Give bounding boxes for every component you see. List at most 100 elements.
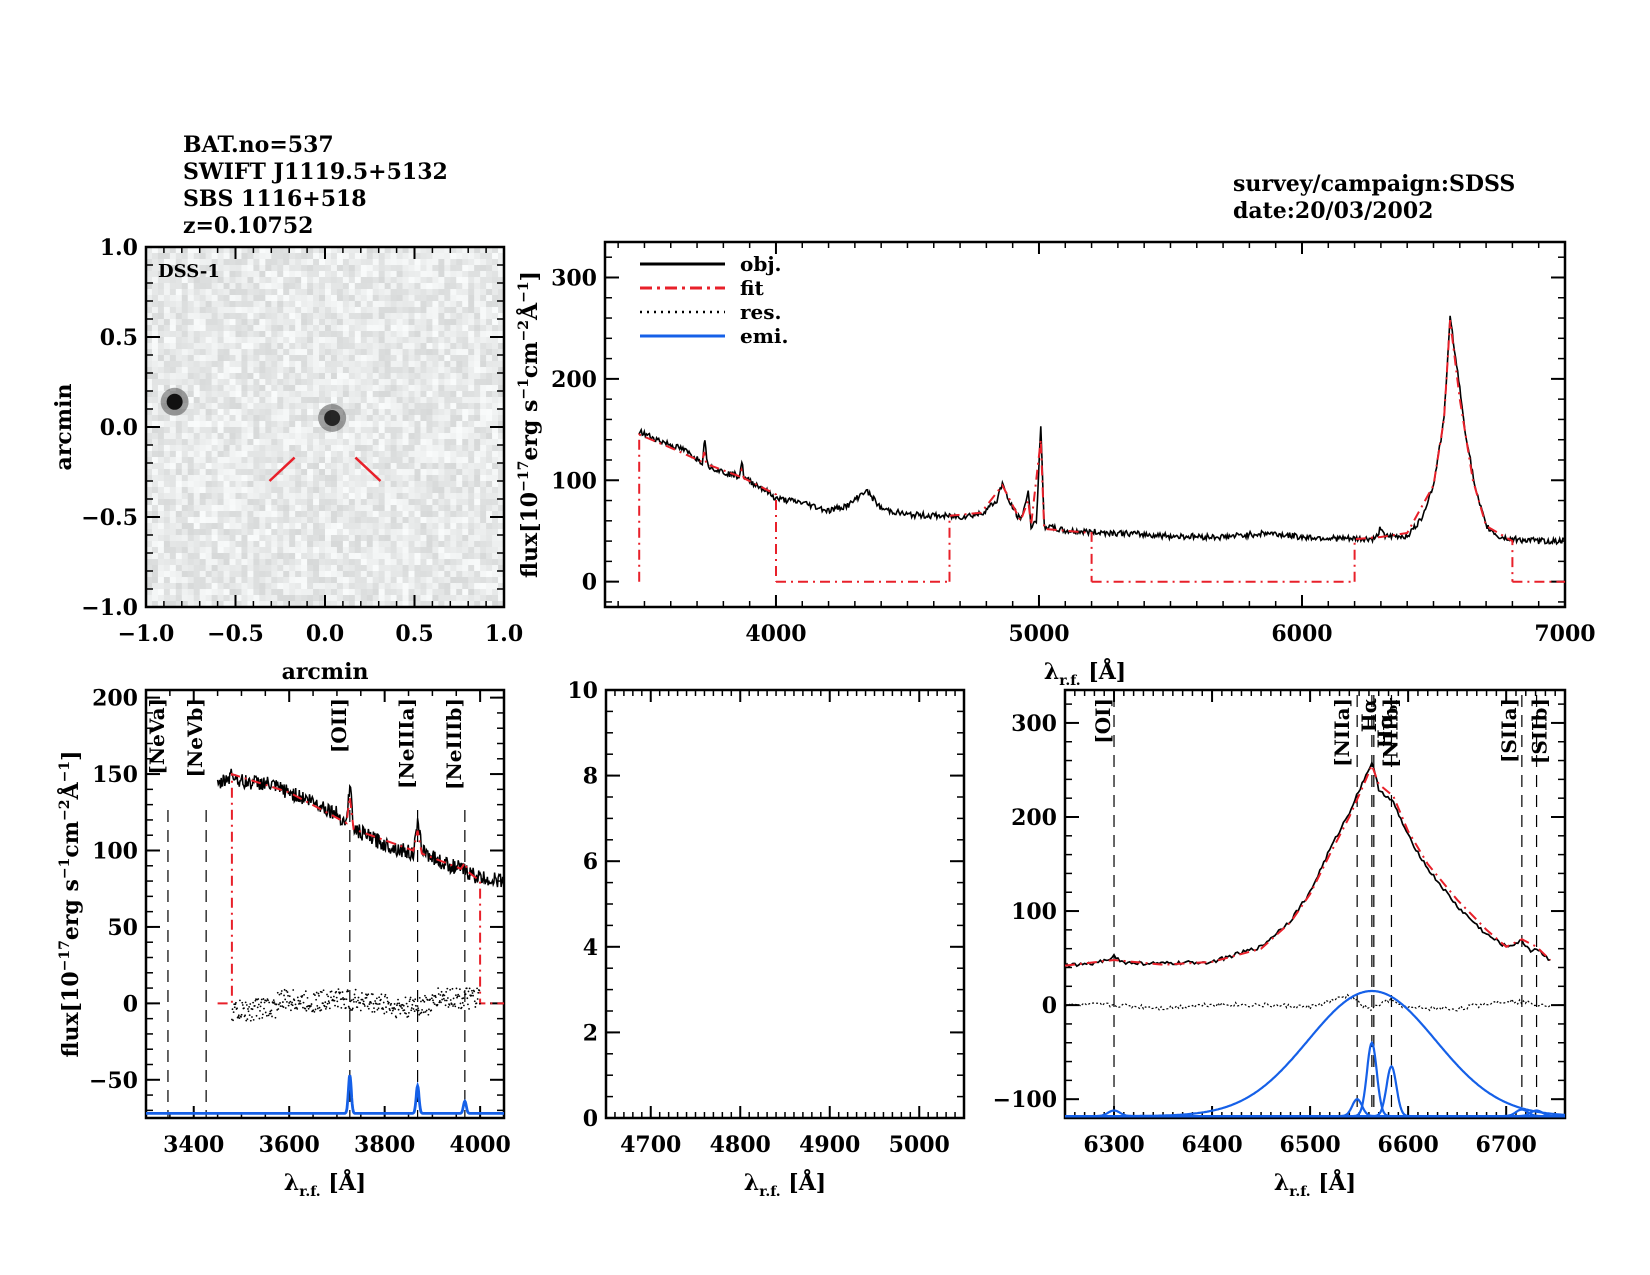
image-pixel	[432, 445, 439, 452]
image-pixel	[325, 397, 332, 404]
image-pixel	[271, 301, 278, 308]
image-pixel	[492, 475, 499, 482]
image-pixel	[307, 301, 314, 308]
image-pixel	[211, 571, 219, 578]
image-pixel	[420, 571, 427, 578]
image-pixel	[426, 541, 433, 548]
image-pixel	[205, 427, 213, 434]
image-pixel	[301, 493, 308, 500]
image-pixel	[420, 589, 427, 596]
image-pixel	[480, 589, 487, 596]
image-pixel	[402, 559, 410, 566]
image-pixel	[277, 499, 284, 506]
residual-point	[405, 1012, 407, 1015]
image-pixel	[307, 379, 314, 386]
image-pixel	[426, 373, 433, 380]
image-pixel	[468, 445, 475, 452]
image-pixel	[181, 439, 189, 446]
image-pixel	[283, 415, 290, 422]
image-pixel	[271, 463, 278, 470]
image-pixel	[432, 259, 439, 266]
image-pixel	[414, 301, 421, 308]
image-pixel	[474, 391, 481, 398]
image-pixel	[163, 541, 171, 548]
image-pixel	[217, 571, 225, 578]
image-pixel	[253, 289, 260, 296]
image-pixel	[378, 391, 386, 398]
image-pixel	[438, 415, 445, 422]
image-pixel	[330, 601, 338, 608]
image-pixel	[283, 361, 290, 368]
image-pixel	[456, 415, 463, 422]
image-pixel	[450, 487, 457, 494]
image-pixel	[271, 505, 278, 512]
residual-point	[232, 1011, 235, 1014]
image-pixel	[199, 373, 207, 380]
line-marker-label: [NIIa]	[1330, 698, 1354, 767]
residual-point	[284, 1007, 287, 1009]
image-pixel	[498, 481, 505, 488]
residual-point	[378, 996, 381, 999]
image-pixel	[277, 433, 284, 440]
image-pixel	[181, 445, 189, 452]
residual-point	[260, 998, 263, 1001]
residual-point	[467, 990, 470, 993]
image-pixel	[480, 493, 487, 500]
image-pixel	[414, 481, 421, 488]
image-pixel	[330, 307, 338, 314]
image-pixel	[229, 529, 236, 536]
image-pixel	[336, 337, 344, 344]
image-pixel	[354, 571, 362, 578]
image-pixel	[390, 481, 398, 488]
image-pixel	[420, 277, 427, 284]
residual-point	[302, 1006, 304, 1009]
image-pixel	[354, 331, 362, 338]
image-pixel	[211, 511, 219, 518]
image-pixel	[229, 475, 236, 482]
image-pixel	[313, 391, 320, 398]
image-pixel	[247, 445, 254, 452]
image-pixel	[480, 475, 487, 482]
image-pixel	[360, 427, 368, 434]
image-pixel	[402, 511, 410, 518]
image-pixel	[253, 403, 260, 410]
image-pixel	[247, 355, 254, 362]
residual-point	[470, 994, 473, 997]
image-pixel	[205, 565, 213, 572]
image-pixel	[169, 427, 177, 434]
image-pixel	[283, 439, 290, 446]
image-pixel	[223, 349, 231, 356]
residual-point	[439, 994, 442, 996]
image-pixel	[307, 571, 314, 578]
image-pixel	[277, 307, 284, 314]
image-pixel	[277, 265, 284, 272]
image-pixel	[169, 367, 177, 374]
image-pixel	[301, 487, 308, 494]
image-pixel	[295, 247, 302, 254]
image-pixel	[277, 439, 284, 446]
image-pixel	[414, 487, 421, 494]
image-pixel	[277, 541, 284, 548]
image-pixel	[462, 385, 469, 392]
image-pixel	[330, 247, 338, 254]
image-pixel	[241, 331, 248, 338]
image-pixel	[378, 601, 386, 608]
image-pixel	[325, 325, 332, 332]
image-pixel	[301, 481, 308, 488]
image-pixel	[169, 493, 177, 500]
image-pixel	[283, 505, 290, 512]
image-pixel	[486, 391, 493, 398]
image-pixel	[217, 289, 225, 296]
image-pixel	[432, 541, 439, 548]
image-pixel	[193, 337, 201, 344]
image-pixel	[402, 541, 410, 548]
image-pixel	[480, 307, 487, 314]
image-pixel	[474, 541, 481, 548]
image-pixel	[438, 391, 445, 398]
image-pixel	[342, 361, 350, 368]
image-pixel	[492, 589, 499, 596]
image-pixel	[444, 301, 451, 308]
image-pixel	[307, 259, 314, 266]
image-pixel	[342, 271, 350, 278]
image-pixel	[342, 325, 350, 332]
